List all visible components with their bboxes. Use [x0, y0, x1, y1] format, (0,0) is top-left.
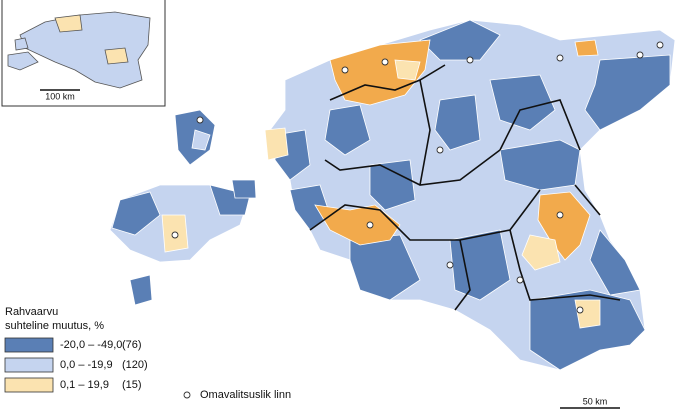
town-symbol — [183, 391, 191, 399]
legend-swatch — [4, 337, 54, 353]
legend-swatch — [4, 357, 54, 373]
legend-swatch — [4, 377, 54, 393]
mainland — [264, 19, 676, 371]
legend-title: suhteline muutus, % — [5, 320, 104, 332]
legend-count: (15) — [122, 379, 142, 391]
legend-range: 0,0 – -19,9 — [60, 359, 113, 371]
legend-count: (76) — [122, 339, 142, 351]
inset-scale-label: 100 km — [45, 91, 75, 101]
legend-title: Rahvaarvu — [5, 306, 58, 318]
legend-range: -20,0 – -49,0 — [60, 339, 122, 351]
legend-range: 0,1 – 19,9 — [60, 379, 109, 391]
islands — [109, 109, 257, 306]
scale-label: 50 km — [583, 396, 608, 406]
towns — [171, 41, 664, 314]
town-symbol-label: Omavalitsuslik linn — [200, 389, 291, 401]
legend: -20,0 – -49,0 (76) 0,0 – -19,9 (120) 0,1 – 1… — [4, 337, 148, 393]
inset-map — [7, 11, 151, 89]
legend-count: (120) — [122, 359, 148, 371]
